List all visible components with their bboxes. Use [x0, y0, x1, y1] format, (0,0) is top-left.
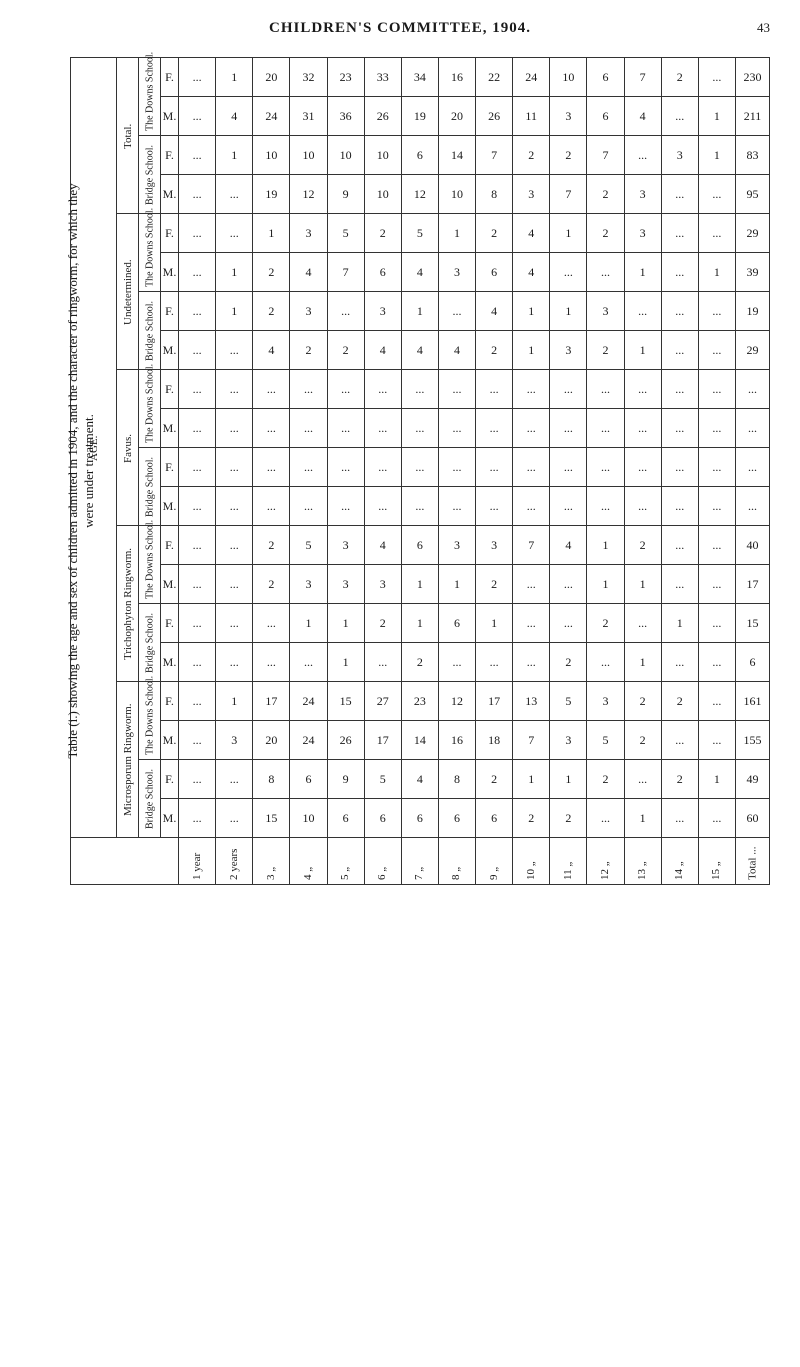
page-title: CHILDREN'S COMMITTEE, 1904.	[70, 20, 730, 37]
age-4: 4 „	[290, 838, 327, 885]
age-14: 14 „	[661, 838, 698, 885]
page-header: CHILDREN'S COMMITTEE, 1904. 43	[30, 20, 770, 37]
total-bridge-m-row: M. ......1912910121083723...... 95	[71, 175, 770, 214]
age-2: 2 years	[216, 838, 253, 885]
age-header: AGE.	[71, 58, 117, 838]
cell: ...	[179, 58, 216, 97]
age-10: 10 „	[513, 838, 550, 885]
age-13: 13 „	[624, 838, 661, 885]
total-downs-m-row: M. ...42431362619202611364...1 211	[71, 97, 770, 136]
ringworm-table: AGE. Total. The Downs School. F. ...1203…	[70, 57, 770, 885]
age-12: 12 „	[587, 838, 624, 885]
age-6: 6 „	[364, 838, 401, 885]
age-15: 15 „	[698, 838, 735, 885]
group-trichophyton: Trichophyton Ringworm.	[117, 526, 139, 682]
school-bridge: Bridge School.	[139, 136, 161, 214]
age-8: 8 „	[438, 838, 475, 885]
page-number: 43	[730, 20, 770, 36]
group-favus: Favus.	[117, 370, 139, 526]
tricho-downs-m-row: M. ......2333112......11...... 17	[71, 565, 770, 604]
row-total: 230	[736, 58, 770, 97]
age-total: Total ...	[736, 838, 770, 885]
favus-downs-m-row: M. .....................................…	[71, 409, 770, 448]
total-bridge-f-row: Bridge School. F. ...1101010106147227...…	[71, 136, 770, 175]
school-downs: The Downs School.	[139, 58, 161, 136]
age-5: 5 „	[327, 838, 364, 885]
undet-downs-f-row: Undetermined. The Downs School. F. .....…	[71, 214, 770, 253]
group-total: Total.	[117, 58, 139, 214]
micro-downs-m-row: M. ...3202426171416187352...... 155	[71, 721, 770, 760]
age-1: 1 year	[179, 838, 216, 885]
group-undetermined: Undetermined.	[117, 214, 139, 370]
age-11: 11 „	[550, 838, 587, 885]
tricho-downs-f-row: Trichophyton Ringworm. The Downs School.…	[71, 526, 770, 565]
favus-bridge-f-row: Bridge School. F. ......................…	[71, 448, 770, 487]
total-downs-f-row: AGE. Total. The Downs School. F. ...1203…	[71, 58, 770, 97]
age-7: 7 „	[401, 838, 438, 885]
age-9: 9 „	[476, 838, 513, 885]
sex-f: F.	[161, 58, 179, 97]
micro-bridge-f-row: Bridge School. F. ......8695482112...21 …	[71, 760, 770, 799]
tricho-bridge-m-row: M. ............1...2.........2...1......…	[71, 643, 770, 682]
micro-downs-f-row: Microsporum Ringworm. The Downs School. …	[71, 682, 770, 721]
micro-bridge-m-row: M. ......15106666622...1...... 60	[71, 799, 770, 838]
group-microsporum: Microsporum Ringworm.	[117, 682, 139, 838]
favus-bridge-m-row: M. .....................................…	[71, 487, 770, 526]
age-labels-row: 1 year 2 years 3 „ 4 „ 5 „ 6 „ 7 „ 8 „ 9…	[71, 838, 770, 885]
undet-downs-m-row: M. ...124764364......1...1 39	[71, 253, 770, 292]
undet-bridge-f-row: Bridge School. F. ...123...31...4113....…	[71, 292, 770, 331]
undet-bridge-m-row: M. ......42244421321...... 29	[71, 331, 770, 370]
age-3: 3 „	[253, 838, 290, 885]
favus-downs-f-row: Favus. The Downs School. F. ............…	[71, 370, 770, 409]
tricho-bridge-f-row: Bridge School. F. .........112161......2…	[71, 604, 770, 643]
